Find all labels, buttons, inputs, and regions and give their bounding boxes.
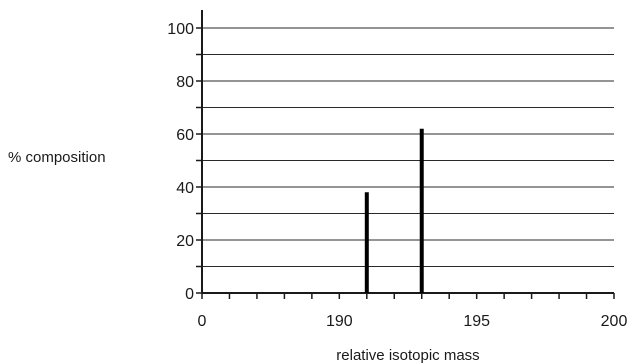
x-axis-title: relative isotopic mass <box>336 347 479 364</box>
y-tick-label: 80 <box>176 74 194 91</box>
y-tick-label: 60 <box>176 127 194 144</box>
y-axis <box>196 10 203 294</box>
y-tick-labels: 0 20 40 60 80 100 <box>167 21 194 303</box>
bars <box>364 128 424 293</box>
x-axis <box>201 292 615 299</box>
y-tick-label: 20 <box>176 233 194 250</box>
x-tick-label: 200 <box>601 313 628 330</box>
x-tick-label: 0 <box>198 313 207 330</box>
y-tick-label: 0 <box>185 286 194 303</box>
x-tick-labels: 0 190 195 200 <box>198 313 628 330</box>
x-tick-label: 195 <box>463 313 490 330</box>
y-tick-label: 40 <box>176 180 194 197</box>
y-axis-title: % composition <box>8 149 106 166</box>
x-tick-label: 190 <box>326 313 353 330</box>
gridlines <box>202 27 614 267</box>
y-tick-label: 100 <box>167 21 194 38</box>
